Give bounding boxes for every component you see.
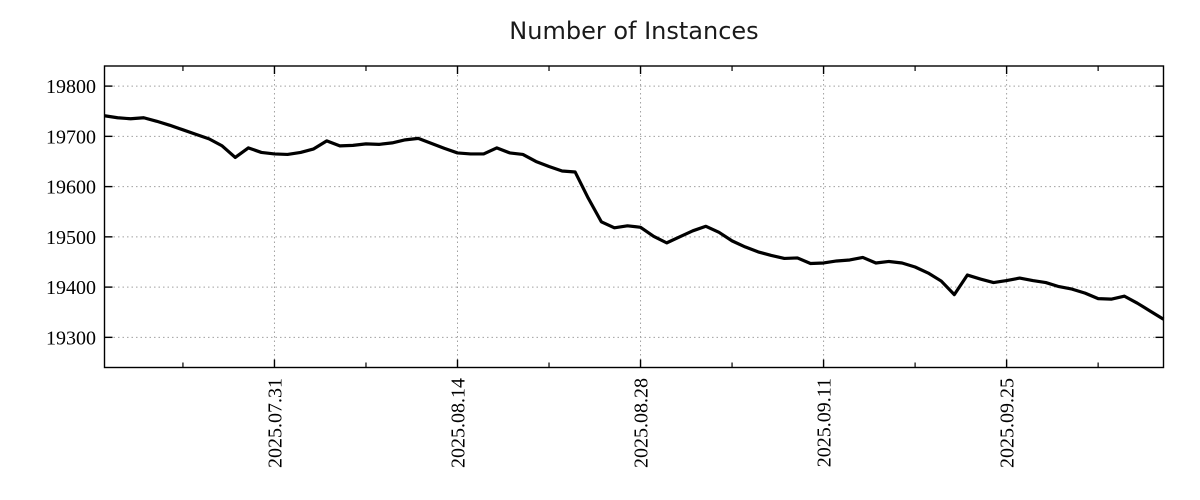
grid-layer — [104, 66, 1164, 368]
x-tick-label: 2025.09.11 — [814, 378, 836, 467]
chart-title: Number of Instances — [509, 17, 758, 45]
tick-layer — [104, 66, 1164, 368]
x-tick-label: 2025.08.28 — [631, 378, 653, 468]
y-tick-label: 19600 — [46, 177, 96, 199]
series-line-instances — [104, 114, 1165, 321]
x-tick-label: 2025.08.14 — [448, 378, 470, 468]
plot-border — [103, 65, 1165, 369]
y-tick-label: 19300 — [46, 327, 96, 349]
series-layer — [104, 114, 1165, 321]
x-tick-label: 2025.09.25 — [997, 378, 1019, 468]
label-layer: 19300 19400 19500 19600 19700 19800 2025.07.31… — [46, 76, 1019, 468]
y-tick-label: 19700 — [46, 126, 96, 148]
y-tick-label: 19800 — [46, 76, 96, 98]
y-tick-label: 19400 — [46, 277, 96, 299]
y-tick-label: 19500 — [46, 227, 96, 249]
x-tick-label: 2025.07.31 — [264, 378, 286, 468]
